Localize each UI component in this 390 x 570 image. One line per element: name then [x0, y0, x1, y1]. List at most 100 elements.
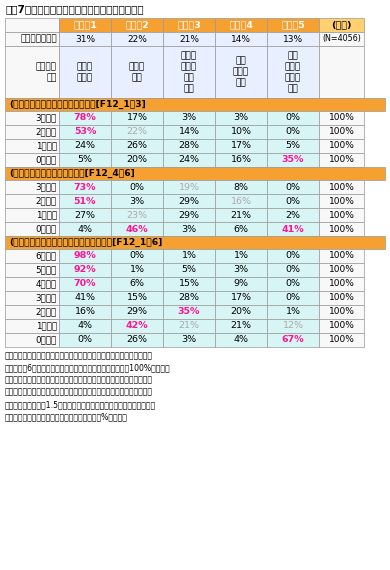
Bar — [5, 263, 59, 277]
Bar — [59, 333, 111, 347]
Bar — [267, 305, 319, 319]
Bar — [5, 249, 59, 263]
Bar — [267, 277, 319, 291]
Text: 3問正答: 3問正答 — [35, 294, 57, 303]
Bar — [163, 194, 215, 208]
Bar — [5, 111, 59, 125]
Text: 17%: 17% — [230, 141, 252, 150]
Bar — [59, 305, 111, 319]
Text: 5%: 5% — [181, 266, 197, 275]
Bar — [319, 125, 364, 139]
Text: 21%: 21% — [230, 210, 252, 219]
Text: 28%: 28% — [179, 294, 200, 303]
Bar — [5, 46, 59, 98]
Bar — [319, 277, 364, 291]
Bar — [59, 153, 111, 167]
Text: 5%: 5% — [78, 156, 92, 165]
Text: 8%: 8% — [234, 182, 248, 192]
Text: 17%: 17% — [230, 294, 252, 303]
Bar — [111, 222, 163, 236]
Bar — [267, 46, 319, 98]
Text: 42%: 42% — [126, 321, 148, 331]
Bar — [163, 333, 215, 347]
Text: 100%: 100% — [328, 294, 355, 303]
Bar — [319, 18, 364, 32]
Text: 14%: 14% — [231, 35, 251, 43]
Bar — [215, 249, 267, 263]
Text: 0問正答: 0問正答 — [35, 336, 57, 344]
Bar — [163, 125, 215, 139]
Text: (客観的な）金融リテラシー　[F12_4～6]: (客観的な）金融リテラシー [F12_4～6] — [9, 169, 135, 178]
Text: クラス3: クラス3 — [177, 21, 201, 30]
Bar — [59, 180, 111, 194]
Text: (全体): (全体) — [331, 21, 352, 30]
Text: 98%: 98% — [74, 251, 96, 260]
Text: 3%: 3% — [181, 113, 197, 123]
Text: 20%: 20% — [126, 156, 147, 165]
Bar — [111, 139, 163, 153]
Bar — [215, 305, 267, 319]
Bar — [163, 111, 215, 125]
Text: 21%: 21% — [179, 35, 199, 43]
Text: 31%: 31% — [75, 35, 95, 43]
Bar — [163, 305, 215, 319]
Text: 73%: 73% — [74, 182, 96, 192]
Text: 1%: 1% — [181, 251, 197, 260]
Bar — [319, 194, 364, 208]
Text: 19%: 19% — [179, 182, 200, 192]
Bar — [111, 153, 163, 167]
Bar — [59, 18, 111, 32]
Bar — [215, 277, 267, 291]
Text: 26%: 26% — [126, 141, 147, 150]
Text: 0%: 0% — [285, 113, 301, 123]
Bar — [319, 139, 364, 153]
Bar — [59, 277, 111, 291]
Text: 12%: 12% — [282, 321, 303, 331]
Text: 16%: 16% — [230, 156, 252, 165]
Bar — [163, 153, 215, 167]
Bar — [163, 208, 215, 222]
Bar — [319, 291, 364, 305]
Bar — [267, 125, 319, 139]
Text: 2%: 2% — [285, 210, 301, 219]
Bar — [319, 32, 364, 46]
Bar — [163, 18, 215, 32]
Text: 2問正答: 2問正答 — [36, 128, 57, 136]
Bar — [267, 194, 319, 208]
Bar — [215, 333, 267, 347]
Bar — [215, 153, 267, 167]
Text: 生命
保険が
不明: 生命 保険が 不明 — [233, 56, 249, 88]
Bar — [5, 319, 59, 333]
Bar — [59, 46, 111, 98]
Bar — [5, 32, 59, 46]
Bar — [111, 18, 163, 32]
Text: 14%: 14% — [179, 128, 200, 136]
Bar — [267, 319, 319, 333]
Text: 6問正答: 6問正答 — [36, 251, 57, 260]
Bar — [111, 46, 163, 98]
Text: 29%: 29% — [126, 307, 147, 316]
Bar — [215, 319, 267, 333]
Text: 0%: 0% — [285, 266, 301, 275]
Text: 6%: 6% — [129, 279, 145, 288]
Bar — [319, 333, 364, 347]
Bar — [163, 249, 215, 263]
Bar — [5, 236, 385, 249]
Bar — [267, 249, 319, 263]
Text: 3問正答: 3問正答 — [35, 182, 57, 192]
Bar — [5, 139, 59, 153]
Text: 1%: 1% — [234, 251, 248, 260]
Text: クラス2: クラス2 — [125, 21, 149, 30]
Bar — [5, 333, 59, 347]
Text: 0%: 0% — [129, 251, 145, 260]
Bar — [267, 222, 319, 236]
Text: 3%: 3% — [181, 336, 197, 344]
Text: 0%: 0% — [285, 128, 301, 136]
Text: 金融が
不明: 金融が 不明 — [129, 62, 145, 82]
Bar — [59, 319, 111, 333]
Text: （注２）　文字が赤色の箇所は、全体の値（この表の場合は上段にある
　　　　「クラスのサイズ」）と比べて統計的に有意な差があり、かつ
　　　　全体の値の1.5倍を: （注２） 文字が赤色の箇所は、全体の値（この表の場合は上段にある 「クラスのサイ… — [5, 375, 156, 421]
Bar — [163, 46, 215, 98]
Text: 3問正答: 3問正答 — [35, 113, 57, 123]
Bar — [59, 111, 111, 125]
Text: 41%: 41% — [74, 294, 96, 303]
